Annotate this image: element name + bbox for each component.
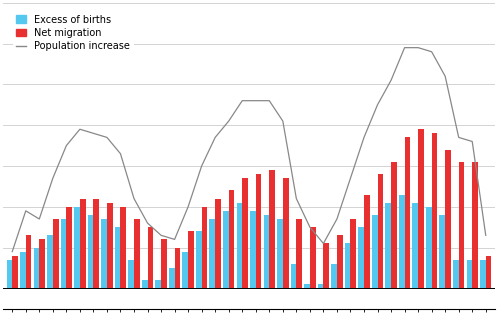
Bar [61,219,66,288]
Bar [155,280,161,288]
Bar [202,207,207,288]
Bar [385,203,391,288]
Bar [426,207,432,288]
Bar [101,219,107,288]
Bar [175,248,180,288]
Bar [12,256,18,288]
Bar [134,219,139,288]
Bar [304,284,310,288]
Bar [331,264,337,288]
Bar [147,227,153,288]
Bar [277,219,283,288]
Bar [94,198,99,288]
Bar [399,195,404,288]
Bar [229,191,235,288]
Bar [372,215,377,288]
Bar [34,248,39,288]
Bar [453,260,459,288]
Bar [142,280,147,288]
Bar [318,284,323,288]
Bar [210,219,215,288]
Bar [20,252,26,288]
Bar [88,215,94,288]
Bar [74,207,80,288]
Bar [80,198,86,288]
Bar [359,227,364,288]
Bar [237,203,242,288]
Bar [188,231,194,288]
Bar [364,195,370,288]
Bar [121,207,126,288]
Bar [39,239,45,288]
Bar [296,219,302,288]
Bar [291,264,296,288]
Bar [66,207,72,288]
Bar [269,170,275,288]
Bar [377,174,383,288]
Bar [418,129,424,288]
Bar [196,231,202,288]
Bar [26,235,31,288]
Bar [256,174,261,288]
Bar [432,133,437,288]
Bar [351,219,356,288]
Bar [128,260,134,288]
Bar [242,178,248,288]
Bar [480,260,486,288]
Bar [182,252,188,288]
Bar [215,198,221,288]
Bar [337,235,343,288]
Bar [169,268,175,288]
Bar [345,243,351,288]
Bar [115,227,121,288]
Bar [459,162,464,288]
Bar [250,211,256,288]
Bar [107,203,113,288]
Bar [391,162,397,288]
Bar [310,227,316,288]
Bar [472,162,478,288]
Bar [161,239,167,288]
Bar [404,137,410,288]
Bar [47,235,53,288]
Bar [439,215,445,288]
Bar [6,260,12,288]
Bar [412,203,418,288]
Bar [53,219,59,288]
Bar [445,150,451,288]
Bar [283,178,288,288]
Bar [223,211,229,288]
Bar [263,215,269,288]
Legend: Excess of births, Net migration, Population increase: Excess of births, Net migration, Populat… [12,11,134,55]
Bar [486,256,492,288]
Bar [323,243,329,288]
Bar [467,260,472,288]
